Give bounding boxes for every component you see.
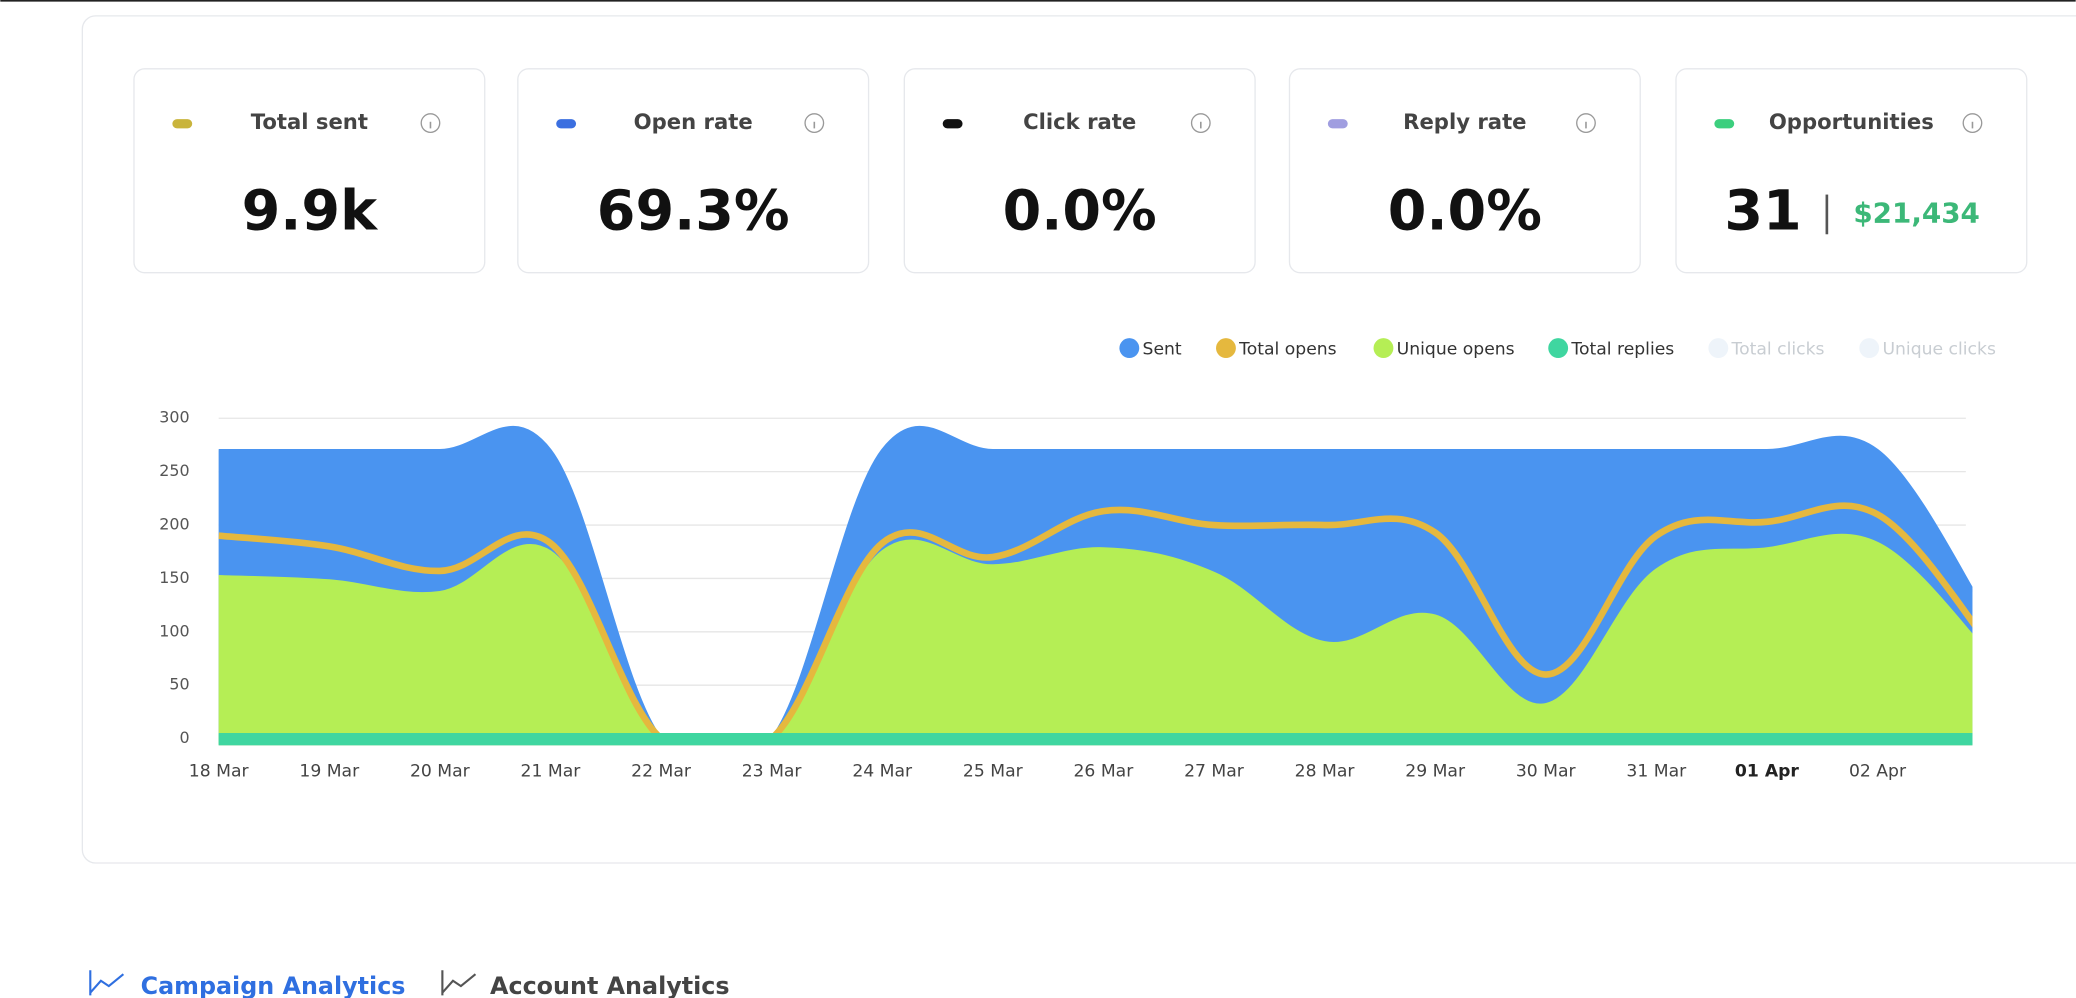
campaign-tab[interactable]: Campaign Analytics bbox=[89, 970, 406, 998]
card-label: Total sent bbox=[251, 109, 368, 134]
card-label: Click rate bbox=[1023, 109, 1136, 134]
card-box bbox=[133, 68, 486, 274]
legend-item[interactable]: Total clicks bbox=[1708, 338, 1825, 359]
legend-item[interactable]: Unique clicks bbox=[1859, 338, 1996, 359]
color-dot bbox=[172, 119, 193, 129]
color-dot bbox=[1714, 119, 1735, 129]
x-tick-label: 18 Mar bbox=[189, 762, 250, 782]
x-tick-label: 19 Mar bbox=[299, 762, 360, 782]
legend-label[interactable]: Unique clicks bbox=[1882, 339, 1995, 359]
info-icon[interactable] bbox=[804, 113, 825, 134]
stat-card: Total sent 9.9k bbox=[133, 68, 486, 274]
series-area bbox=[218, 732, 1973, 746]
x-tick-label: 01 Apr bbox=[1735, 762, 1800, 782]
legend-dot bbox=[1216, 338, 1236, 359]
card-value: 69.3% bbox=[597, 179, 790, 244]
stat-card: Open rate 69.3% bbox=[517, 68, 870, 274]
legend-dot bbox=[1119, 338, 1140, 359]
tab-label[interactable]: Account Analytics bbox=[490, 972, 730, 998]
x-tick-label: 31 Mar bbox=[1626, 762, 1687, 782]
legend-label[interactable]: Total replies bbox=[1570, 339, 1674, 359]
stat-card: Reply rate 0.0% bbox=[1288, 68, 1641, 274]
y-tick-label: 300 bbox=[159, 408, 189, 427]
card-box bbox=[517, 68, 870, 274]
card-value: 31 bbox=[1724, 179, 1801, 244]
info-icon[interactable] bbox=[1576, 113, 1596, 134]
y-tick-label: 100 bbox=[159, 621, 189, 640]
x-tick-label: 21 Mar bbox=[521, 762, 582, 782]
y-tick-label: 0 bbox=[179, 728, 189, 747]
card-value: 0.0% bbox=[1003, 179, 1157, 244]
card-value: 9.9k bbox=[242, 179, 379, 244]
tab-label[interactable]: Campaign Analytics bbox=[141, 972, 406, 998]
y-tick-label: 200 bbox=[159, 515, 189, 534]
x-tick-label: 30 Mar bbox=[1516, 762, 1577, 782]
color-dot bbox=[556, 119, 577, 129]
info-icon[interactable] bbox=[1190, 113, 1211, 134]
card-label: Open rate bbox=[634, 109, 753, 134]
x-tick-label: 24 Mar bbox=[852, 762, 913, 782]
card-box bbox=[1675, 68, 2028, 274]
y-tick-label: 50 bbox=[169, 675, 189, 694]
x-tick-label: 25 Mar bbox=[963, 762, 1024, 782]
card-amount: $21,434 bbox=[1853, 196, 1980, 229]
y-tick-label: 250 bbox=[159, 461, 189, 480]
legend-item[interactable]: Unique opens bbox=[1373, 338, 1515, 359]
legend-label[interactable]: Total clicks bbox=[1731, 339, 1825, 359]
legend-item[interactable]: Total replies bbox=[1548, 338, 1674, 359]
card-box bbox=[903, 68, 1256, 274]
stat-card: Opportunities 31 $21,434 bbox=[1675, 68, 2028, 274]
y-tick-label: 150 bbox=[159, 568, 189, 587]
x-tick-label: 23 Mar bbox=[742, 762, 803, 782]
card-label: Reply rate bbox=[1403, 109, 1526, 134]
color-dot bbox=[942, 119, 963, 129]
series-area bbox=[218, 533, 1973, 746]
info-icon[interactable] bbox=[420, 113, 441, 134]
x-tick-label: 29 Mar bbox=[1405, 762, 1466, 782]
legend-label[interactable]: Sent bbox=[1143, 339, 1182, 359]
legend-dot bbox=[1708, 338, 1729, 359]
legend-label[interactable]: Total opens bbox=[1238, 339, 1336, 359]
series-line bbox=[218, 502, 1973, 742]
x-tick-label: 20 Mar bbox=[410, 762, 471, 782]
stat-card: Click rate 0.0% bbox=[903, 68, 1256, 274]
x-tick-label: 27 Mar bbox=[1184, 762, 1245, 782]
x-tick-label: 26 Mar bbox=[1074, 762, 1135, 782]
legend-label[interactable]: Unique opens bbox=[1397, 339, 1515, 359]
x-tick-label: 02 Apr bbox=[1849, 762, 1907, 782]
card-box bbox=[1288, 68, 1641, 274]
account-tab[interactable]: Account Analytics bbox=[441, 970, 730, 998]
x-tick-label: 22 Mar bbox=[631, 762, 692, 782]
legend-dot bbox=[1548, 338, 1569, 359]
x-tick-label: 28 Mar bbox=[1295, 762, 1356, 782]
legend-dot bbox=[1373, 338, 1394, 359]
color-dot bbox=[1327, 119, 1348, 129]
legend-item[interactable]: Total opens bbox=[1216, 338, 1337, 359]
legend-item[interactable]: Sent bbox=[1119, 338, 1182, 359]
legend-dot bbox=[1859, 338, 1880, 359]
card-label: Opportunities bbox=[1769, 109, 1934, 134]
info-icon[interactable] bbox=[1962, 113, 1983, 134]
card-value: 0.0% bbox=[1388, 179, 1542, 244]
